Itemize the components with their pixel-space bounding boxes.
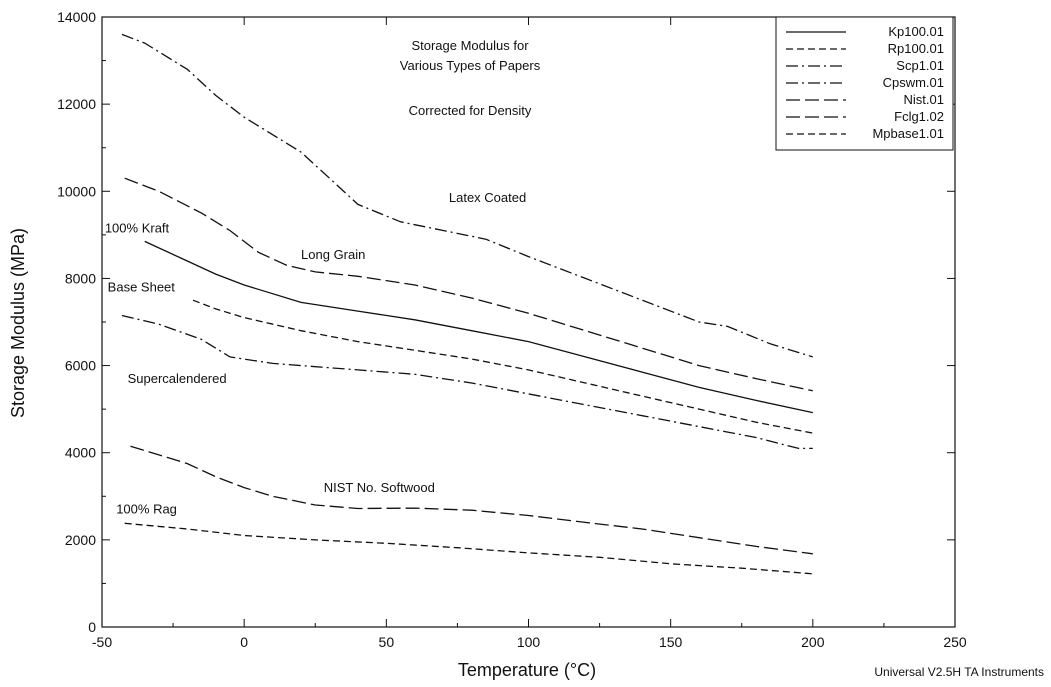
footer-text: Universal V2.5H TA Instruments <box>874 665 1044 679</box>
y-tick-label: 6000 <box>65 358 96 374</box>
x-tick-label: 200 <box>801 634 825 650</box>
legend-label: Mpbase1.01 <box>872 126 944 141</box>
curve-annotation: Base Sheet <box>108 280 176 295</box>
x-tick-label: 100 <box>517 634 541 650</box>
series-line-nist-01 <box>130 445 813 555</box>
y-tick-label: 0 <box>88 619 96 635</box>
series-line-mpbase1-01 <box>192 299 813 434</box>
y-tick-label: 14000 <box>57 9 96 25</box>
axes: -50 0 50 100 150 200 2500200040006000800010000… <box>57 9 967 650</box>
x-tick-label: 150 <box>659 634 683 650</box>
legend-label: Nist.01 <box>904 92 944 107</box>
y-tick-label: 2000 <box>65 532 96 548</box>
chart-subtitle: Various Types of Papers <box>400 58 541 73</box>
y-tick-label: 12000 <box>57 96 96 112</box>
legend-label: Rp100.01 <box>888 41 944 56</box>
data-curves <box>121 33 813 575</box>
series-line-fclg1-02 <box>124 177 813 392</box>
chart-title: Storage Modulus for <box>411 38 529 53</box>
x-tick-label: -50 <box>92 634 112 650</box>
legend-label: Fclg1.02 <box>894 109 944 124</box>
legend-box <box>775 16 954 151</box>
y-tick-label: 8000 <box>65 270 96 286</box>
legend-label: Cpswm.01 <box>883 75 944 90</box>
y-axis-title: Storage Modulus (MPa) <box>8 228 28 418</box>
legend-label: Kp100.01 <box>888 24 944 39</box>
legend-label: Scp1.01 <box>896 58 944 73</box>
chart-note: Corrected for Density <box>409 103 532 118</box>
series-line-kp100-01 <box>144 240 813 414</box>
curve-annotations: Latex Coated 100% Kraft Long Grain Base She… <box>105 190 526 517</box>
x-tick-label: 50 <box>379 634 395 650</box>
curve-annotation: NIST No. Softwood <box>324 480 435 495</box>
x-tick-label: 0 <box>240 634 248 650</box>
y-tick-label: 4000 <box>65 445 96 461</box>
curve-annotation: 100% Kraft <box>105 221 170 236</box>
curve-annotation: Supercalendered <box>128 371 227 386</box>
curve-annotation: Latex Coated <box>449 190 526 205</box>
x-axis-title: Temperature (°C) <box>458 660 596 680</box>
x-tick-label: 250 <box>943 634 967 650</box>
series-line-cpswm-01 <box>121 33 813 358</box>
curve-annotation: 100% Rag <box>116 502 177 517</box>
y-tick-label: 10000 <box>57 183 96 199</box>
legend: Kp100.01 Rp100.01 Scp1.01 Cpswm.01 Nist.01 Fc… <box>775 16 954 151</box>
series-line-rp100-01 <box>124 522 813 575</box>
curve-annotation: Long Grain <box>301 247 365 262</box>
series-line-scp1-01 <box>121 314 813 450</box>
